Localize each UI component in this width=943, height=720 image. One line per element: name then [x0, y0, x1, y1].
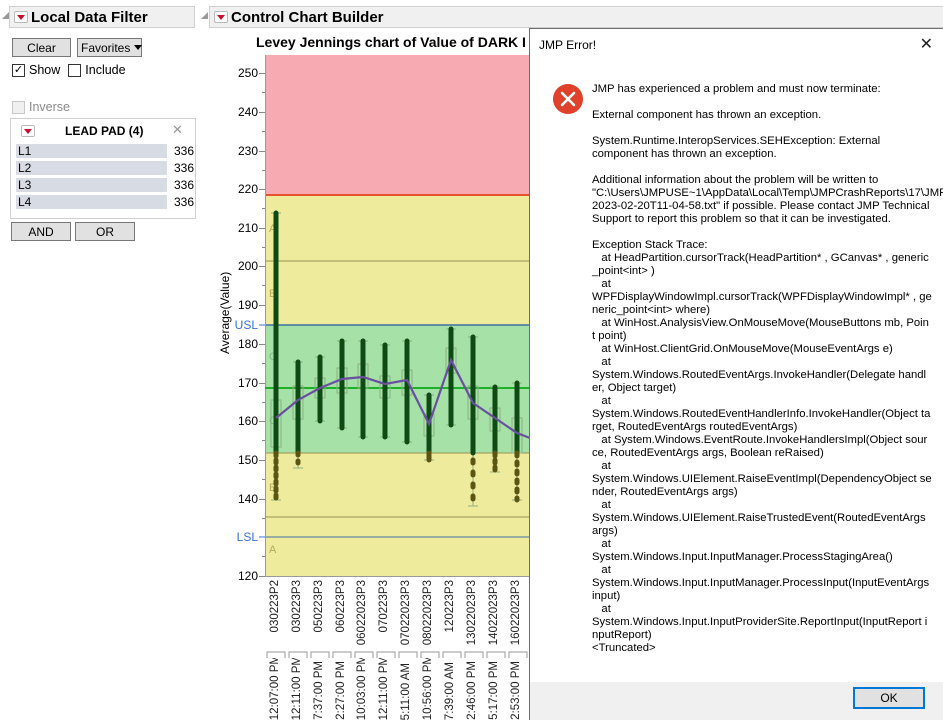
x-tick-label: 070223P3: [378, 580, 390, 633]
control-chart-builder-header: Control Chart Builder: [209, 6, 943, 28]
x-tick-label: 2:27:00 PM: [335, 661, 347, 720]
dialog-footer: OK: [530, 682, 943, 720]
x-tick-label: 030223P2: [269, 580, 281, 633]
x-tick-label: 12:11:00 PM: [291, 658, 303, 720]
message-line: Additional information about the problem…: [592, 174, 943, 225]
svg-text:A: A: [269, 223, 277, 235]
y-tick-label: 150: [237, 453, 258, 467]
filter-level-l4[interactable]: L4 336: [16, 195, 194, 209]
collapse-triangle-icon[interactable]: [201, 12, 208, 19]
filter-level-count: 336: [173, 195, 194, 209]
y-tick-label: 140: [237, 492, 258, 506]
levey-jennings-plot[interactable]: A B C C B A: [258, 50, 530, 580]
dialog-title: JMP Error!: [539, 38, 597, 52]
y-tick-label: 230: [237, 144, 258, 158]
svg-text:B: B: [269, 288, 276, 300]
include-checkbox[interactable]: [68, 63, 82, 77]
x-tick-label: 5:11:00 AM: [400, 662, 412, 720]
local-data-filter-header: Local Data Filter: [9, 6, 195, 28]
y-tick-label: 210: [237, 221, 258, 235]
filter-level-label: L1: [16, 144, 167, 158]
x-axis-labels-row1: 030223P2 030223P3 050223P3 060223P3 0602…: [265, 580, 530, 645]
close-icon[interactable]: ✕: [919, 36, 933, 53]
lsl-label: LSL: [236, 530, 258, 544]
x-tick-label: 07022023P3: [400, 580, 412, 646]
filter-level-l3[interactable]: L3 336: [16, 178, 194, 192]
y-tick-label: 250: [237, 66, 258, 80]
filter-level-count: 336: [173, 144, 194, 158]
ok-button[interactable]: OK: [853, 687, 925, 709]
filter-level-l2[interactable]: L2 336: [16, 161, 194, 175]
filter-level-count: 336: [173, 178, 194, 192]
y-tick-label: 170: [237, 376, 258, 390]
filter-column-title: LEAD PAD (4): [65, 124, 144, 138]
jmp-error-dialog: JMP Error! ✕ JMP has experienced a probl…: [529, 28, 943, 720]
local-data-filter-title: Local Data Filter: [31, 8, 148, 26]
x-tick-label: 2:53:00 PM: [510, 661, 522, 720]
svg-text:C: C: [269, 351, 277, 363]
x-tick-label: 10:03:00 PM: [356, 658, 368, 720]
message-line: JMP has experienced a problem and must n…: [592, 83, 881, 95]
x-tick-label: 16022023P3: [510, 580, 522, 646]
x-tick-label: 7:39:00 AM: [444, 661, 456, 720]
chart-title: Levey Jennings chart of Value of DARK I: [256, 34, 526, 50]
or-button[interactable]: OR: [75, 222, 135, 241]
red-triangle-menu-icon[interactable]: [21, 125, 35, 137]
chevron-down-icon: [134, 45, 143, 50]
show-checkbox[interactable]: ✓: [12, 63, 25, 77]
y-axis: 250 240 230 220 210 200 190 USL 180 170 …: [225, 0, 258, 720]
usl-label: USL: [234, 318, 258, 332]
x-tick-label: 12:07:00 PM: [269, 658, 281, 720]
dialog-message: JMP has experienced a problem and must n…: [592, 83, 943, 668]
x-axis-group-brackets: [266, 651, 528, 658]
favorites-label: Favorites: [81, 40, 131, 55]
x-tick-label: 050223P3: [313, 580, 325, 633]
x-tick-label: 7:37:00 PM: [313, 661, 325, 720]
inverse-checkbox[interactable]: [12, 100, 25, 114]
and-button[interactable]: AND: [11, 222, 71, 241]
control-chart-builder-title: Control Chart Builder: [231, 8, 384, 26]
inverse-label: Inverse: [29, 100, 70, 114]
y-tick-label: 220: [237, 182, 258, 196]
red-triangle-menu-icon[interactable]: [214, 11, 228, 23]
favorites-dropdown[interactable]: Favorites: [77, 38, 143, 57]
show-label: Show: [29, 63, 61, 77]
message-line: System.Runtime.InteropServices.SEHExcept…: [592, 135, 884, 160]
filter-level-count: 336: [173, 161, 194, 175]
x-tick-label: 13022023P3: [466, 580, 478, 646]
stack-trace: Exception Stack Trace: at HeadPartition.…: [592, 239, 932, 654]
filter-level-label: L4: [16, 195, 167, 209]
filter-level-l1[interactable]: L1 336: [16, 144, 194, 158]
x-tick-label: 030223P3: [291, 580, 303, 633]
x-tick-label: 5:17:00 PM: [488, 661, 500, 720]
include-label: Include: [85, 63, 126, 77]
lead-pad-filter: LEAD PAD (4) ✕ L1 336 L2 336 L3 336 L4 3…: [10, 118, 196, 219]
filter-level-label: L2: [16, 161, 167, 175]
y-tick-label: 190: [237, 298, 258, 312]
x-tick-label: 08022023P3: [422, 580, 434, 646]
x-tick-label: 060223P3: [335, 580, 347, 633]
close-icon[interactable]: ✕: [172, 122, 183, 137]
message-line: External component has thrown an excepti…: [592, 109, 822, 121]
x-tick-label: 14022023P3: [488, 580, 500, 646]
x-tick-label: 12:11:00 PM: [378, 658, 390, 720]
y-tick-label: 160: [237, 414, 258, 428]
red-triangle-menu-icon[interactable]: [14, 11, 28, 23]
svg-text:A: A: [269, 544, 277, 556]
y-tick-label: 200: [237, 259, 258, 273]
x-tick-label: 06022023P3: [356, 580, 368, 646]
y-tick-label: 240: [237, 105, 258, 119]
collapse-triangle-icon[interactable]: [2, 12, 9, 19]
x-tick-label: 120223P3: [444, 580, 456, 633]
filter-level-label: L3: [16, 178, 167, 192]
clear-button[interactable]: Clear: [12, 38, 71, 57]
svg-text:B: B: [269, 482, 276, 494]
x-axis-labels-row2: 12:07:00 PM 12:11:00 PM 7:37:00 PM 2:27:…: [265, 658, 530, 720]
y-tick-label: 180: [237, 337, 258, 351]
x-tick-label: 2:46:00 PM: [466, 661, 478, 720]
y-tick-label: 120: [237, 569, 258, 583]
error-icon: [553, 84, 583, 114]
svg-text:C: C: [269, 415, 277, 427]
x-tick-label: 10:56:00 PM: [422, 658, 434, 720]
